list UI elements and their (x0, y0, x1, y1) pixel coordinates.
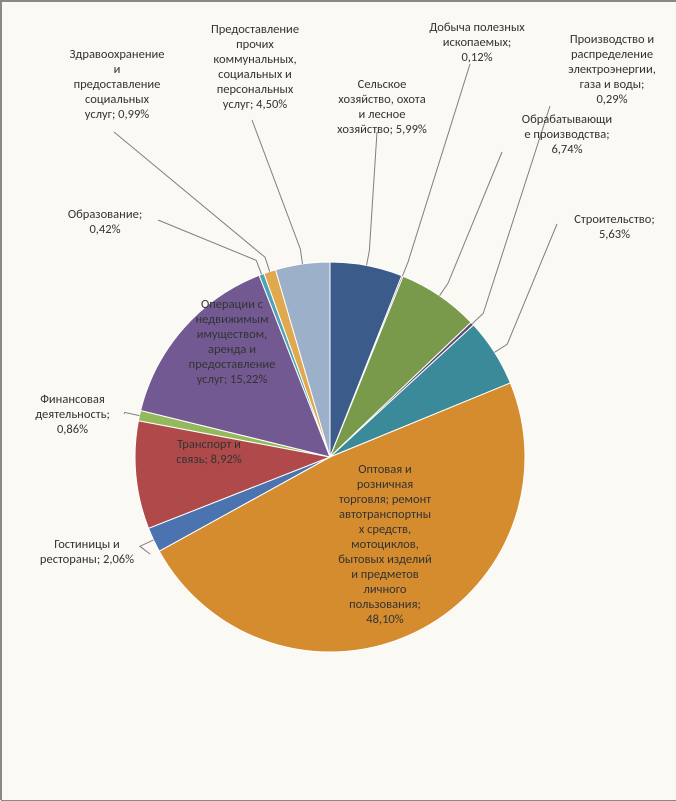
slice-label: Образование; 0,42% (50, 207, 160, 237)
leader-line (367, 132, 377, 265)
slice-label: Строительство; 5,63% (557, 212, 672, 242)
slice-label: Транспорт и связь; 8,92% (159, 437, 259, 467)
slice-label: Добыча полезных ископаемых; 0,12% (412, 20, 542, 65)
slice-label: Гостиницы и рестораны; 2,06% (22, 537, 152, 567)
slice-label: Операции с недвижимым имуществом, аренда… (162, 297, 302, 387)
slice-label: Финансовая деятельность; 0,86% (20, 392, 125, 437)
slice-label: Сельское хозяйство, охота и лесное хозяй… (322, 77, 442, 137)
leader-line (252, 120, 302, 264)
leader-line (440, 152, 502, 296)
leader-line (124, 412, 139, 415)
slice-label: Производство и распределение электроэнер… (547, 32, 676, 107)
slice-label: Предоставление прочих коммунальных, соци… (185, 22, 325, 112)
pie-chart-container: Сельское хозяйство, охота и лесное хозяй… (2, 2, 676, 801)
leader-line (495, 224, 557, 352)
leader-line (114, 132, 270, 272)
slice-label: Оптовая и розничная торговля; ремонт авт… (315, 462, 455, 627)
leader-line (158, 220, 262, 274)
slice-label: Здравоохранение и предоставление социаль… (47, 47, 187, 122)
slice-label: Обрабатывающи е производства; 6,74% (502, 112, 632, 157)
